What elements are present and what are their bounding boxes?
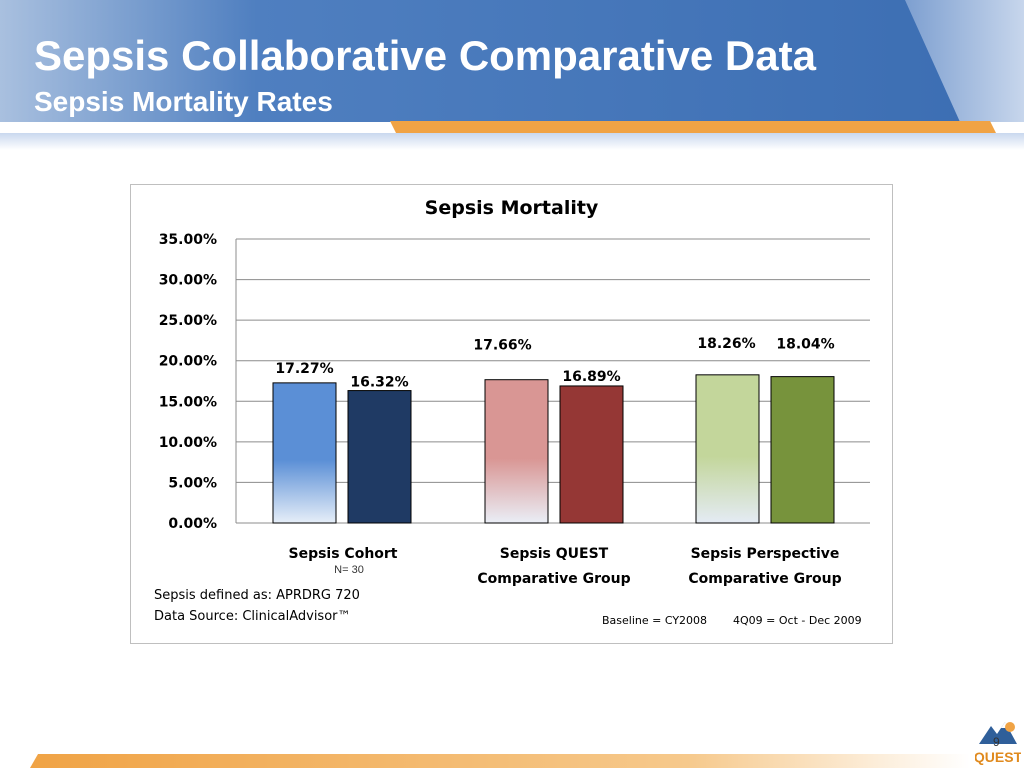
header-background (0, 0, 1024, 150)
bar (347, 390, 412, 524)
value-label: 16.32% (350, 375, 408, 391)
y-tick-label: 20.00% (159, 354, 217, 370)
y-tick-label: 0.00% (168, 516, 217, 532)
y-tick-label: 35.00% (159, 232, 217, 248)
baseline-note: Baseline = CY2008 (602, 614, 708, 627)
category-label-cohort: Sepsis Cohort (263, 542, 423, 567)
category-line: Comparative Group (477, 571, 631, 587)
footer-accent-bar (30, 754, 970, 768)
category-label-quest: Sepsis QUEST Comparative Group (464, 542, 644, 592)
y-tick-label: 10.00% (159, 435, 217, 451)
y-tick-label: 15.00% (159, 394, 217, 410)
quest-logo: QUEST (975, 722, 1021, 765)
value-label: 16.89% (562, 369, 620, 385)
value-label: 17.27% (275, 361, 333, 377)
y-tick-label: 30.00% (159, 273, 217, 289)
value-label: 18.26% (697, 336, 755, 352)
y-tick-label: 25.00% (159, 313, 217, 329)
slide-header: Sepsis Collaborative Comparative Data Se… (0, 0, 1024, 150)
bar (695, 374, 760, 524)
slide-title: Sepsis Collaborative Comparative Data (34, 32, 816, 79)
cohort-n-label: N= 30 (334, 564, 364, 576)
chart-title: Sepsis Mortality (424, 197, 599, 219)
y-tick-label: 5.00% (168, 475, 217, 491)
source-note: Data Source: ClinicalAdvisor™ (154, 609, 351, 624)
slide-subtitle: Sepsis Mortality Rates (34, 86, 333, 117)
value-label: 18.04% (776, 337, 834, 353)
category-line: Sepsis Perspective (690, 546, 840, 562)
period-note: 4Q09 = Oct - Dec 2009 (733, 614, 862, 627)
category-line: Sepsis QUEST (499, 546, 609, 562)
value-label: 17.66% (473, 338, 531, 354)
bar (770, 376, 835, 524)
category-label-perspective: Sepsis Perspective Comparative Group (675, 542, 855, 592)
bar (559, 385, 624, 524)
page-number: 9 (993, 735, 1000, 749)
bar (272, 382, 337, 524)
definition-note: Sepsis defined as: APRDRG 720 (154, 588, 360, 603)
category-line: Sepsis Cohort (288, 546, 398, 562)
logo-text: QUEST (975, 749, 1021, 765)
category-line: Comparative Group (688, 571, 842, 587)
bar (484, 379, 549, 524)
